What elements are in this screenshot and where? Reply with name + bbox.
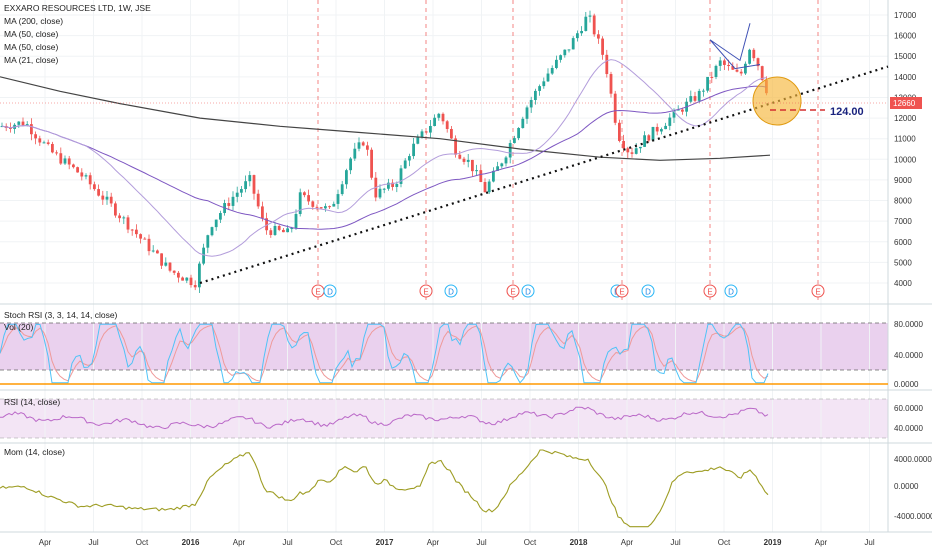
candles [0,10,768,294]
pane-dividers [0,0,932,533]
time-tick: Apr [39,538,52,547]
rsi-line [0,406,769,430]
price-tick: 8000 [894,197,912,206]
price-tick: 16000 [894,32,917,41]
time-tick: Oct [330,538,343,547]
time-tick: Apr [427,538,440,547]
time-tick: Jul [476,538,486,547]
earnings-marker[interactable] [419,284,433,298]
dividend-marker[interactable] [641,284,655,298]
wedge-pattern [709,23,761,70]
vol-title: Vol (20) [4,322,33,332]
price-tick: 4000 [894,279,912,288]
ma200-line [0,76,771,161]
symbol-title: EXXARO RESOURCES LTD, 1W, JSE [4,3,151,13]
mom-title: Mom (14, close) [4,447,65,457]
stoch-band [0,323,888,370]
earnings-marker[interactable] [615,284,629,298]
event-marker-label: E [815,288,820,297]
time-axis: Apr Jul Oct 2016 Apr Jul Oct 2017 Apr Jul Oct 2018 A… [39,538,875,547]
stoch-k-line [0,323,769,384]
mom-tick-neg4000: -4000.0000 [894,512,932,521]
time-tick: 2017 [376,538,394,547]
time-tick: 2019 [764,538,782,547]
earnings-marker[interactable] [506,284,520,298]
event-marker-label: E [619,288,624,297]
event-marker-label: D [448,288,454,297]
event-marker-label: E [315,288,320,297]
ma50-line [1,85,767,230]
price-pane [0,0,888,304]
time-tick: Jul [88,538,98,547]
price-tick: 6000 [894,238,912,247]
price-tick: 10000 [894,155,917,164]
mom-tick-4000: 4000.0000 [894,455,932,464]
time-tick: Apr [233,538,246,547]
ma-label-1: MA (200, close) [4,16,63,26]
last-price-badge [890,97,922,109]
stoch-title: Stoch RSI (3, 3, 14, 14, close) [4,310,118,320]
time-tick: Oct [136,538,149,547]
ma-label-4: MA (21, close) [4,55,58,65]
dividend-marker[interactable] [724,284,738,298]
rsi-title: RSI (14, close) [4,397,60,407]
event-marker-label: D [645,288,651,297]
price-tick: 15000 [894,52,917,61]
rsi-tick-60: 60.0000 [894,404,923,413]
time-tick: Jul [670,538,680,547]
event-marker-label: E [510,288,515,297]
time-tick: Jul [864,538,874,547]
earnings-marker[interactable] [703,284,717,298]
price-tick: 5000 [894,258,912,267]
time-tick: 2018 [570,538,588,547]
ma-label-2: MA (50, close) [4,29,58,39]
time-tick: Oct [718,538,731,547]
time-tick: Apr [621,538,634,547]
event-markers: EDEDEDDEDEDE [311,284,825,298]
ma-label-3: MA (50, close) [4,42,58,52]
event-marker-label: D [327,288,333,297]
event-marker-label: D [525,288,531,297]
last-price-value: 12660 [893,99,916,108]
event-marker-label: D [728,288,734,297]
ma21-line [1,59,767,257]
time-tick: Apr [815,538,828,547]
time-tick: Jul [282,538,292,547]
stoch-tick-0: 0.0000 [894,380,919,389]
time-tick: Oct [524,538,537,547]
momentum-line [0,449,769,528]
time-tick: 2016 [182,538,200,547]
dividend-marker[interactable] [323,284,337,298]
rsi-tick-40: 40.0000 [894,424,923,433]
stoch-tick-40: 40.0000 [894,351,923,360]
dividend-marker[interactable] [444,284,458,298]
price-tick: 14000 [894,73,917,82]
dividend-marker[interactable] [521,284,535,298]
stoch-tick-80: 80.0000 [894,320,923,329]
price-tick: 9000 [894,176,912,185]
earnings-marker[interactable] [811,284,825,298]
price-tick: 12000 [894,114,917,123]
event-marker-label: E [423,288,428,297]
event-lines [317,0,819,304]
price-tick: 11000 [894,135,916,144]
annotation-label: 124.00 [830,106,864,118]
event-marker-label: E [707,288,712,297]
price-axis: 1700016000150001400013000120001100010000… [894,11,917,288]
highlight-circle [752,76,802,126]
price-tick: 17000 [894,11,917,20]
mom-tick-0: 0.0000 [894,482,919,491]
price-tick: 7000 [894,217,912,226]
